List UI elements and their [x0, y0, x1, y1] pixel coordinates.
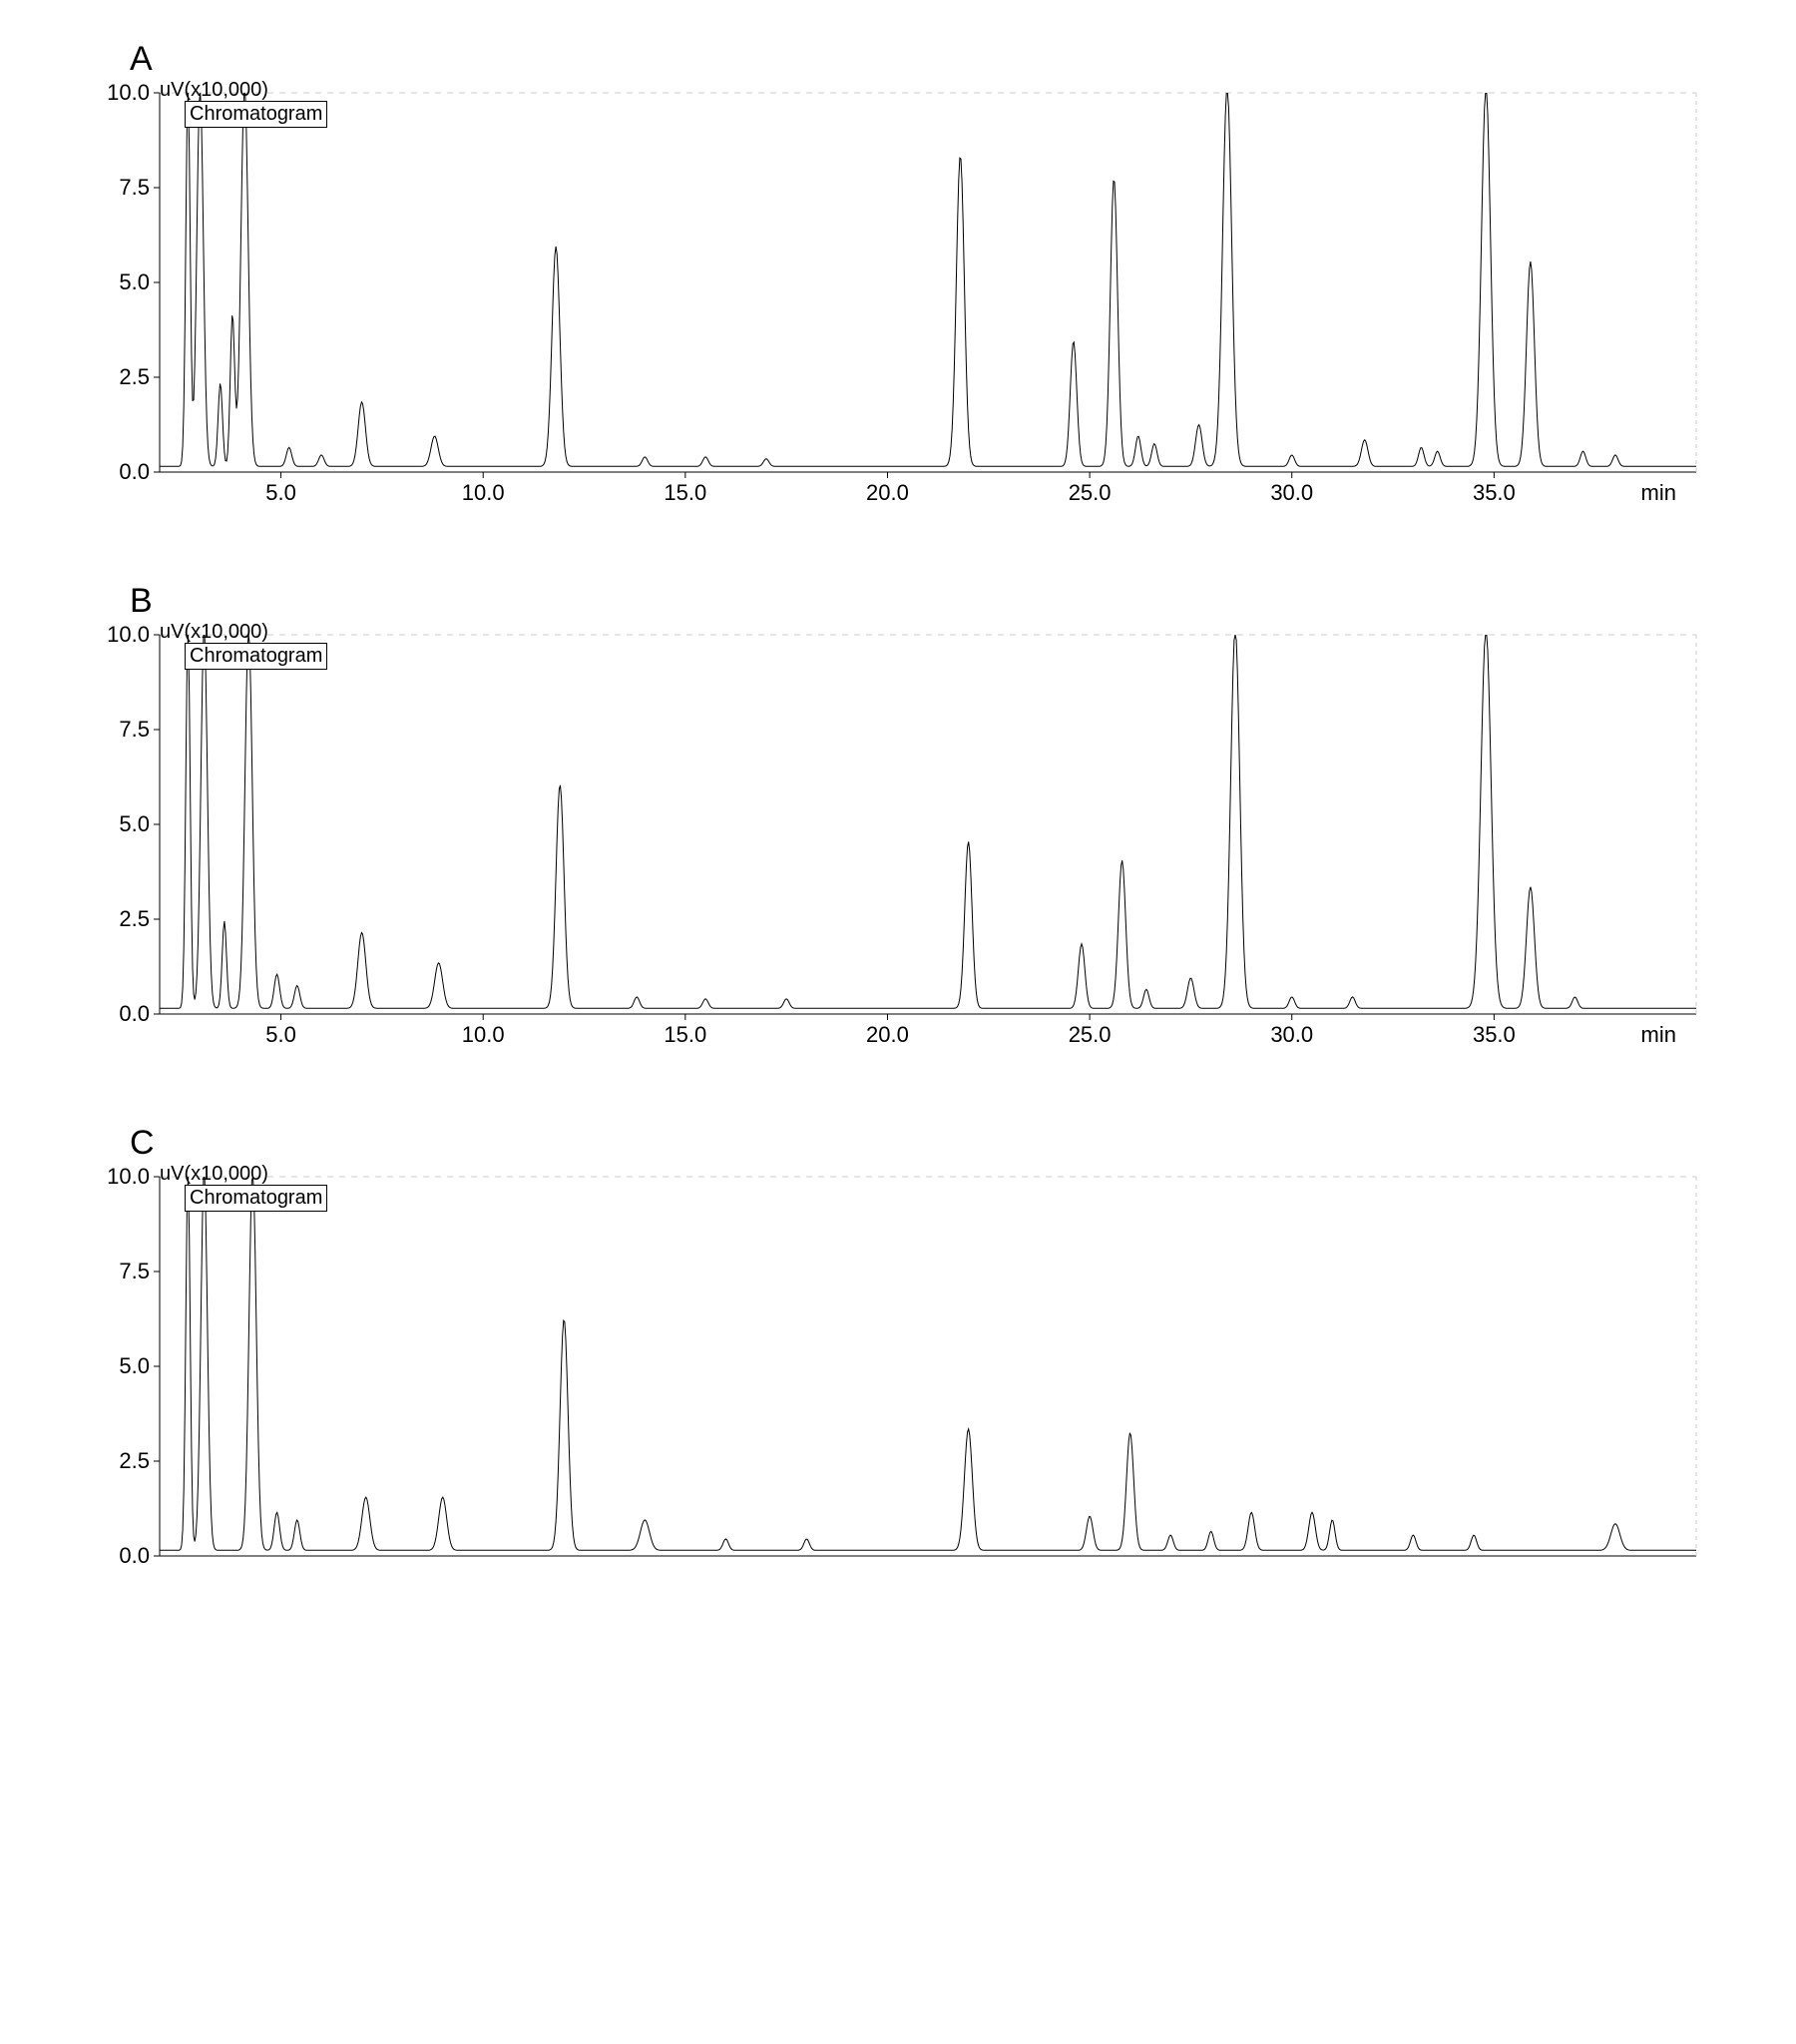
svg-text:0.0: 0.0: [119, 1001, 150, 1026]
panel-letter: A: [130, 40, 1716, 79]
svg-text:7.5: 7.5: [119, 1259, 150, 1283]
svg-text:10.0: 10.0: [462, 1022, 505, 1047]
svg-text:2.5: 2.5: [119, 1448, 150, 1473]
chart-area: uV(x10,000) Chromatogram 0.02.55.07.510.…: [80, 83, 1716, 512]
svg-text:30.0: 30.0: [1270, 480, 1313, 505]
panel-letter: C: [130, 1124, 1716, 1163]
svg-text:10.0: 10.0: [107, 625, 150, 647]
svg-text:5.0: 5.0: [119, 811, 150, 836]
chromatogram-figure: A uV(x10,000) Chromatogram 0.0 2.5 5.0 7.5 1…: [80, 40, 1716, 1596]
svg-text:2.5: 2.5: [119, 906, 150, 931]
svg-text:25.0: 25.0: [1069, 1022, 1112, 1047]
svg-text:25.0: 25.0: [1069, 480, 1112, 505]
chromatogram-label: Chromatogram: [185, 101, 327, 128]
svg-text:10.0: 10.0: [107, 1167, 150, 1189]
svg-text:0.0: 0.0: [119, 1543, 150, 1568]
svg-text:20.0: 20.0: [866, 480, 909, 505]
svg-text:20.0: 20.0: [866, 1022, 909, 1047]
svg-text:7.5: 7.5: [119, 717, 150, 742]
svg-text:10.0: 10.0: [462, 480, 505, 505]
svg-text:5.0: 5.0: [119, 269, 150, 294]
svg-text:7.5: 7.5: [119, 175, 150, 200]
svg-text:min: min: [1641, 1022, 1676, 1047]
svg-text:5.0: 5.0: [265, 480, 296, 505]
svg-text:5.0: 5.0: [119, 1353, 150, 1378]
svg-text:min: min: [1641, 480, 1676, 505]
chromatogram-label: Chromatogram: [185, 643, 327, 670]
svg-text:0.0: 0.0: [119, 459, 150, 484]
svg-text:15.0: 15.0: [664, 1022, 706, 1047]
chromatogram-panel-C: C uV(x10,000) Chromatogram 0.0 2.5 5.0 7.5 1…: [80, 1124, 1716, 1596]
panel-letter: B: [130, 582, 1716, 621]
chromatogram-label: Chromatogram: [185, 1185, 327, 1212]
y-axis-unit-label: uV(x10,000): [160, 79, 268, 102]
svg-text:2.5: 2.5: [119, 364, 150, 389]
svg-text:35.0: 35.0: [1473, 480, 1516, 505]
chart-area: uV(x10,000) Chromatogram 0.02.55.07.510.…: [80, 1167, 1716, 1596]
chromatogram-panel-B: B uV(x10,000) Chromatogram 0.0 2.5 5.0 7.5 1…: [80, 582, 1716, 1054]
svg-text:15.0: 15.0: [664, 480, 706, 505]
chart-area: uV(x10,000) Chromatogram 0.02.55.07.510.…: [80, 625, 1716, 1054]
chromatogram-panel-A: A uV(x10,000) Chromatogram 0.0 2.5 5.0 7.5 1…: [80, 40, 1716, 512]
y-axis-unit-label: uV(x10,000): [160, 1163, 268, 1186]
svg-text:35.0: 35.0: [1473, 1022, 1516, 1047]
y-axis-unit-label: uV(x10,000): [160, 621, 268, 644]
svg-text:5.0: 5.0: [265, 1022, 296, 1047]
svg-text:30.0: 30.0: [1270, 1022, 1313, 1047]
svg-text:10.0: 10.0: [107, 83, 150, 105]
